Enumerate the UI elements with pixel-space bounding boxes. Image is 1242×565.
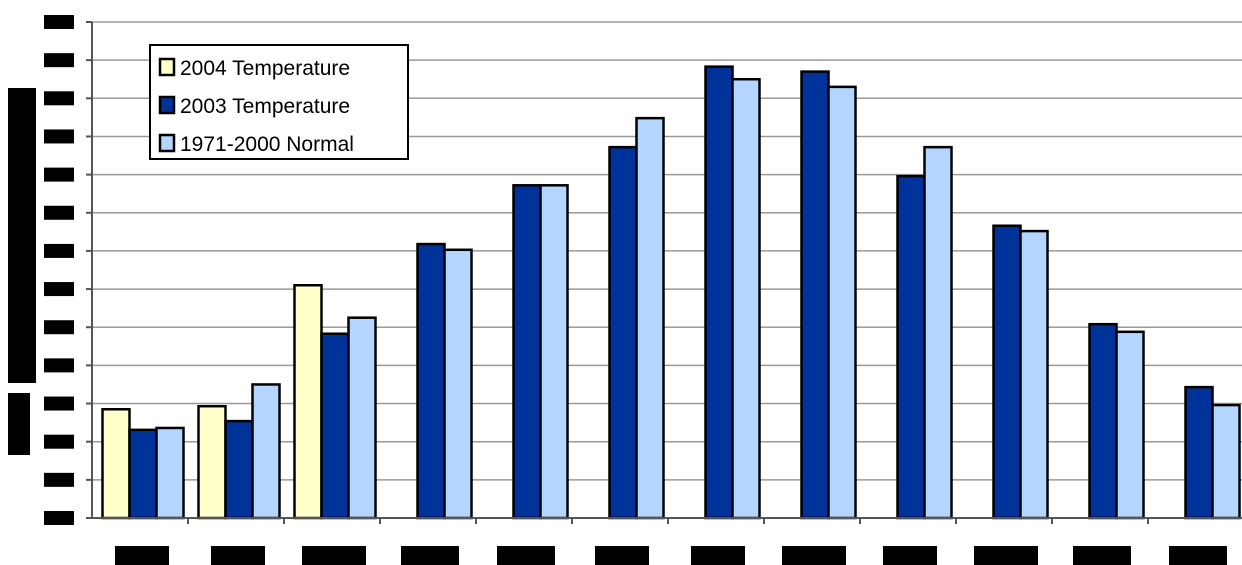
y-tick-label [44, 205, 74, 220]
bar [635, 116, 665, 520]
y-tick-label [44, 53, 74, 68]
redacted-labels [8, 88, 36, 455]
bar [197, 404, 227, 520]
bar [101, 408, 131, 520]
bar [1088, 322, 1118, 520]
y-tick-label [44, 282, 74, 297]
bar [896, 174, 926, 520]
bar [416, 242, 446, 520]
bars [101, 65, 1241, 520]
x-tick-labels [115, 546, 1227, 565]
legend-swatch [158, 95, 176, 115]
bar [731, 77, 761, 520]
bar [1019, 229, 1049, 520]
x-tick-label [595, 546, 649, 565]
bar [608, 145, 638, 520]
legend: 2004 Temperature 2003 Temperature 1971-200… [149, 44, 409, 160]
bar [1211, 403, 1241, 520]
x-tick-label [211, 546, 265, 565]
bar [512, 184, 542, 520]
bar [443, 248, 473, 520]
y-tick-labels [44, 15, 74, 525]
x-tick-label [691, 546, 745, 565]
bar [128, 428, 158, 520]
legend-box [149, 44, 409, 160]
x-tick-label [115, 546, 169, 565]
x-tick-label [883, 546, 937, 565]
bar [827, 85, 857, 520]
legend-label: 2004 Temperature [180, 57, 350, 80]
bar [251, 383, 281, 520]
x-tick-label [782, 546, 846, 565]
bar [539, 184, 569, 520]
bar [1115, 330, 1145, 520]
y-tick-label [44, 396, 74, 411]
y-tick-label [44, 320, 74, 335]
bar [992, 224, 1022, 520]
x-tick-label [497, 546, 555, 565]
y-tick-label [44, 15, 74, 29]
legend-swatch [158, 133, 176, 153]
x-tick-label [1169, 546, 1227, 565]
bar [347, 316, 377, 520]
bar [224, 419, 254, 520]
y-tick-label [44, 472, 74, 487]
y-tick-label [44, 243, 74, 258]
redacted-y-axis-title [8, 88, 36, 383]
y-tick-label [44, 434, 74, 449]
x-tick-label [302, 546, 366, 565]
x-tick-label [401, 546, 459, 565]
bar [320, 332, 350, 520]
legend-swatch [158, 57, 176, 77]
axes [86, 21, 1242, 524]
y-tick-label [44, 511, 74, 525]
y-tick-label [44, 129, 74, 144]
y-tick-label [44, 358, 74, 373]
bar [1184, 385, 1214, 520]
bar [704, 65, 734, 520]
x-tick-label [974, 546, 1038, 565]
legend-label: 1971-2000 Normal [180, 133, 354, 156]
bar [800, 70, 830, 520]
legend-label: 2003 Temperature [180, 95, 350, 118]
y-tick-label [44, 91, 74, 106]
bar [155, 426, 185, 520]
bar [293, 284, 323, 520]
y-tick-label [44, 167, 74, 182]
bar [923, 145, 953, 520]
x-tick-label [1073, 546, 1131, 565]
redacted-y-axis-title-part [8, 393, 30, 455]
